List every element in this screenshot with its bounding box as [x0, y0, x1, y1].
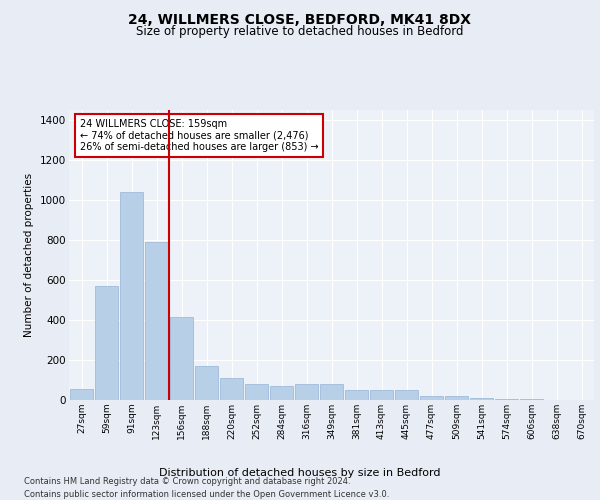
Text: Contains HM Land Registry data © Crown copyright and database right 2024.: Contains HM Land Registry data © Crown c… — [24, 478, 350, 486]
Bar — [195, 366, 218, 400]
Bar — [445, 396, 468, 400]
Bar — [145, 242, 168, 400]
Y-axis label: Number of detached properties: Number of detached properties — [25, 173, 34, 337]
Bar — [295, 384, 318, 400]
Text: Distribution of detached houses by size in Bedford: Distribution of detached houses by size … — [159, 468, 441, 477]
Bar — [370, 390, 393, 400]
Bar — [395, 390, 418, 400]
Bar — [120, 192, 143, 400]
Bar — [95, 286, 118, 400]
Bar — [70, 388, 93, 400]
Text: Size of property relative to detached houses in Bedford: Size of property relative to detached ho… — [136, 25, 464, 38]
Bar — [495, 399, 518, 400]
Bar — [345, 390, 368, 400]
Text: Contains public sector information licensed under the Open Government Licence v3: Contains public sector information licen… — [24, 490, 389, 499]
Bar — [270, 386, 293, 400]
Text: 24 WILLMERS CLOSE: 159sqm
← 74% of detached houses are smaller (2,476)
26% of se: 24 WILLMERS CLOSE: 159sqm ← 74% of detac… — [79, 118, 318, 152]
Bar — [320, 384, 343, 400]
Bar — [245, 384, 268, 400]
Text: 24, WILLMERS CLOSE, BEDFORD, MK41 8DX: 24, WILLMERS CLOSE, BEDFORD, MK41 8DX — [128, 12, 472, 26]
Bar — [470, 398, 493, 400]
Bar — [420, 396, 443, 400]
Bar — [170, 317, 193, 400]
Bar — [220, 378, 243, 400]
